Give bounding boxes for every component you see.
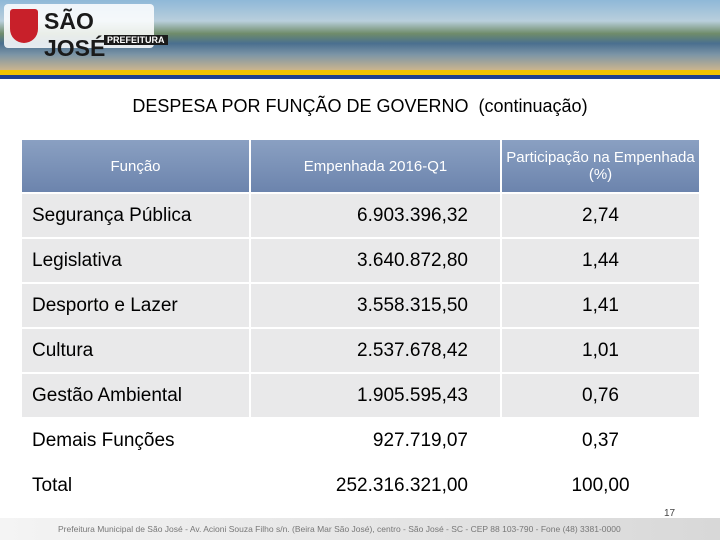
logo-shield [10, 9, 38, 43]
table-cell: 2,74 [502, 194, 701, 237]
logo-subtext: PREFEITURA [104, 35, 168, 45]
table-cell: Cultura [22, 329, 251, 372]
logo: SÃO JOSÉ PREFEITURA [4, 4, 168, 61]
slide-title: DESPESA POR FUNÇÃO DE GOVERNO (continuaç… [0, 96, 720, 117]
table-cell: 6.903.396,32 [251, 194, 502, 237]
logo-text: SÃO JOSÉ [44, 8, 106, 61]
table-cell: 3.640.872,80 [251, 239, 502, 282]
footer-text: Prefeitura Municipal de São José - Av. A… [58, 524, 621, 534]
column-header: Empenhada 2016-Q1 [251, 140, 502, 192]
page-number: 17 [664, 508, 676, 519]
table-cell: Demais Funções [22, 419, 251, 462]
table-row: Legislativa 3.640.872,80 1,44 [22, 239, 701, 282]
table-cell: 1.905.595,43 [251, 374, 502, 417]
header-row: Função Empenhada 2016-Q1 Participação na E… [22, 140, 701, 192]
table-row: Segurança Pública 6.903.396,32 2,74 [22, 194, 701, 237]
table-row: Gestão Ambiental 1.905.595,43 0,76 [22, 374, 701, 417]
column-header: Função [22, 140, 251, 192]
column-header: Participação na Empenhada (%) [502, 140, 701, 192]
title-text: DESPESA POR FUNÇÃO DE GOVERNO [132, 96, 469, 116]
table-cell: Desporto e Lazer [22, 284, 251, 327]
table-cell: 1,01 [502, 329, 701, 372]
table-cell: Total [22, 464, 251, 507]
table-row: Desporto e Lazer 3.558.315,50 1,41 [22, 284, 701, 327]
table-cell: Segurança Pública [22, 194, 251, 237]
table-cell: 0,76 [502, 374, 701, 417]
table-cell: 1,41 [502, 284, 701, 327]
table-row: Total 252.316.321,00 100,00 [22, 464, 701, 507]
table-row: Demais Funções 927.719,07 0,37 [22, 419, 701, 462]
table-cell: 252.316.321,00 [251, 464, 502, 507]
footer: Prefeitura Municipal de São José - Av. A… [0, 518, 720, 540]
stripe [0, 75, 720, 79]
table-cell: 0,37 [502, 419, 701, 462]
stripe [0, 70, 720, 75]
title-note: (continuação) [478, 96, 588, 116]
data-table: Função Empenhada 2016-Q1 Participação na E… [22, 138, 701, 509]
table-cell: Gestão Ambiental [22, 374, 251, 417]
table-cell: Legislativa [22, 239, 251, 282]
table-cell: 1,44 [502, 239, 701, 282]
table-row: Cultura 2.537.678,42 1,01 [22, 329, 701, 372]
table-cell: 3.558.315,50 [251, 284, 502, 327]
table-cell: 2.537.678,42 [251, 329, 502, 372]
table-cell: 100,00 [502, 464, 701, 507]
table-cell: 927.719,07 [251, 419, 502, 462]
table-body: Segurança Pública 6.903.396,32 2,74 Legisla… [22, 194, 701, 507]
